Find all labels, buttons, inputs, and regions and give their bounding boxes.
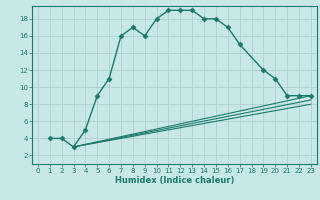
X-axis label: Humidex (Indice chaleur): Humidex (Indice chaleur) bbox=[115, 176, 234, 185]
